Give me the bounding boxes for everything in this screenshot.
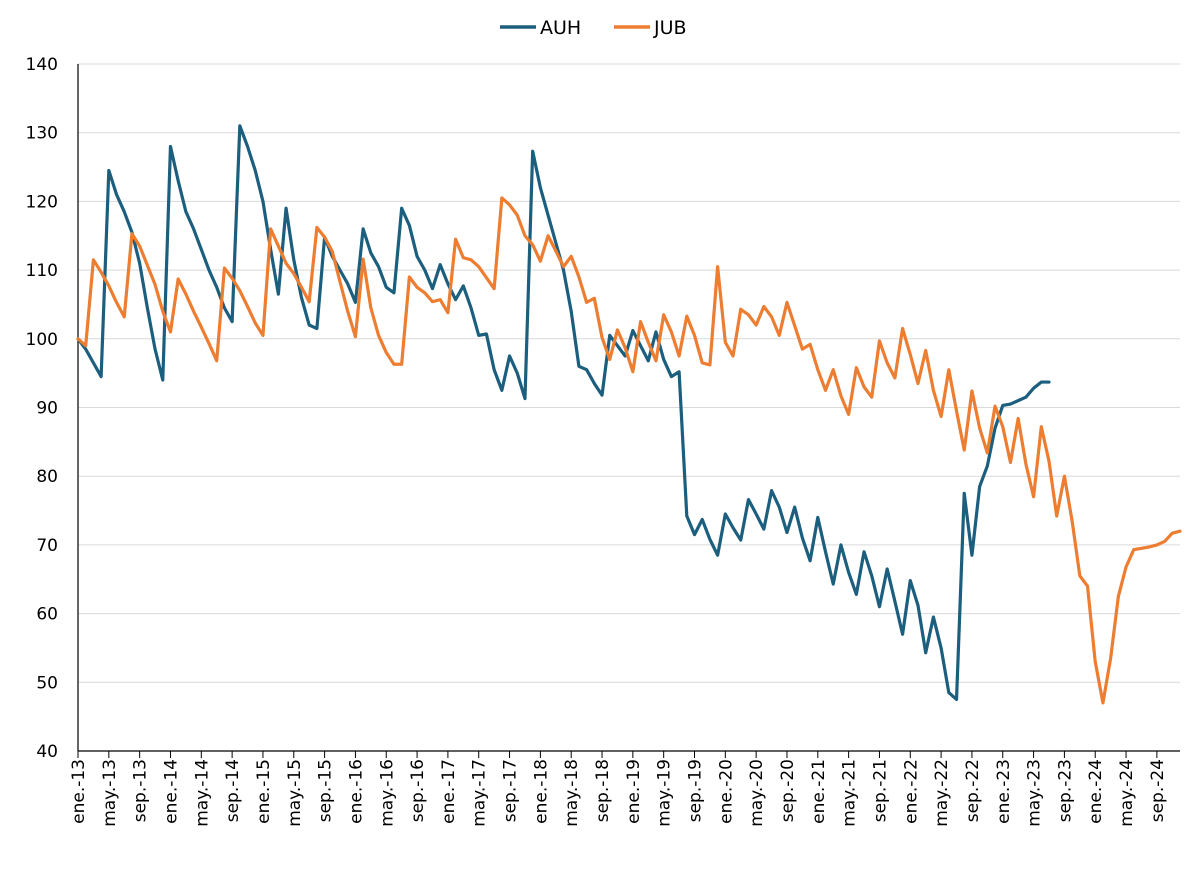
y-tick-label: 80 (36, 467, 58, 487)
x-tick-label: sep.-22 (963, 759, 983, 822)
x-tick-label: sep.-21 (870, 759, 890, 822)
x-tick-label: may.-14 (192, 759, 212, 827)
x-tick-label: sep.-17 (501, 759, 521, 822)
y-tick-label: 60 (36, 605, 58, 625)
x-tick-label: ene.-21 (809, 759, 829, 824)
gridlines (78, 63, 1180, 683)
series-line-jub (76, 196, 1182, 705)
legend-label-auh: AUH (540, 17, 581, 39)
x-tick-label: sep.-16 (408, 759, 428, 822)
x-axis: ene.-13 may.-13 sep.-13 ene.-14 may.-14 sep.-… (69, 750, 1180, 827)
x-tick-label: sep.-23 (1055, 759, 1075, 822)
legend-label-jub: JUB (653, 17, 687, 39)
x-tick-label: may.-18 (562, 759, 582, 827)
x-tick-label: may.-23 (1025, 759, 1045, 827)
legend: AUH JUB (500, 17, 687, 39)
x-tick-label: may.-21 (840, 759, 860, 827)
y-axis: 40 50 60 70 80 90 100 110 120 130 140 (26, 55, 79, 762)
x-tick-label: may.-13 (100, 759, 120, 827)
y-tick-label: 70 (36, 536, 58, 556)
y-tick-label: 90 (36, 399, 58, 419)
x-tick-label: ene.-14 (161, 759, 181, 824)
x-tick-label: sep.-18 (593, 759, 613, 822)
x-tick-label: sep.-14 (223, 759, 243, 822)
x-tick-label: sep.-13 (131, 759, 151, 822)
x-tick-label: ene.-24 (1086, 759, 1106, 824)
y-tick-label: 120 (26, 192, 58, 212)
x-tick-label: sep.-15 (316, 759, 336, 822)
y-tick-label: 40 (36, 742, 58, 762)
x-tick-label: may.-17 (470, 759, 490, 827)
x-tick-label: sep.-19 (686, 759, 706, 822)
x-tick-label: ene.-17 (439, 759, 459, 824)
x-tick-label: ene.-13 (69, 759, 89, 824)
x-tick-label: ene.-16 (346, 759, 366, 824)
x-tick-label: may.-16 (377, 759, 397, 827)
y-tick-label: 130 (26, 124, 58, 144)
x-tick-label: may.-15 (285, 759, 305, 827)
x-tick-label: may.-24 (1117, 759, 1137, 827)
x-tick-label: ene.-19 (624, 759, 644, 824)
x-tick-label: may.-22 (932, 759, 952, 827)
x-tick-label: may.-19 (655, 759, 675, 827)
series-layer (76, 124, 1182, 705)
y-tick-label: 50 (36, 673, 58, 693)
x-tick-label: ene.-20 (716, 759, 736, 824)
x-tick-label: may.-20 (747, 759, 767, 827)
x-tick-label: ene.-15 (254, 759, 274, 824)
y-tick-label: 100 (26, 330, 58, 350)
x-tick-label: sep.-24 (1148, 759, 1168, 822)
x-tick-label: sep.-20 (778, 759, 798, 822)
x-tick-label: ene.-18 (531, 759, 551, 824)
x-tick-label: ene.-22 (901, 759, 921, 824)
x-tick-label: ene.-23 (994, 759, 1014, 824)
y-tick-label: 110 (26, 261, 58, 281)
series-line-auh (76, 124, 1051, 702)
y-tick-label: 140 (26, 55, 58, 75)
